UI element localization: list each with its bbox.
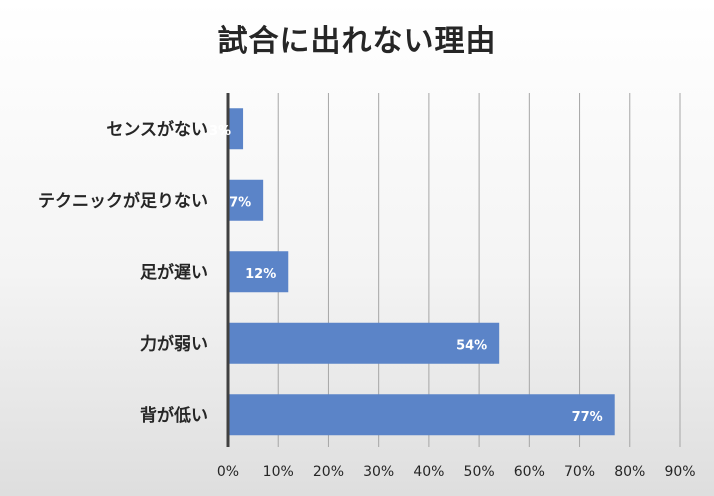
x-tick-label: 80% [614,464,645,480]
chart-title: 試合に出れない理由 [217,24,497,59]
category-label: 背が低い [140,405,208,426]
data-label: 7% [229,195,251,210]
bar [228,394,615,436]
bar [228,322,500,364]
x-tick-label: 10% [263,464,294,480]
x-tick-label: 70% [564,464,595,480]
x-tick-label: 30% [363,464,394,480]
gridlines [277,93,681,447]
data-label: 77% [572,410,603,425]
labels: 0% 10% 20% 30% 40% 50% 60% 70% 80% 90% センスがない 3% テクニ… [38,119,696,480]
category-label: 力が弱い [140,333,208,354]
x-tick-label: 40% [413,464,444,480]
data-label: 54% [456,338,487,353]
x-tick-label: 0% [217,464,239,480]
data-label: 3% [209,124,231,139]
x-tick-label: 20% [313,464,344,480]
bar [228,108,244,150]
x-tick-label: 90% [664,464,695,480]
x-tick-label: 60% [514,464,545,480]
category-label: テクニックが足りない [38,190,208,211]
data-label: 12% [245,267,276,282]
category-label: センスがない [106,119,208,140]
bar [228,251,289,293]
bar [228,179,264,221]
bars [228,108,615,436]
x-tick-label: 50% [464,464,495,480]
category-label: 足が遅い [140,262,208,283]
